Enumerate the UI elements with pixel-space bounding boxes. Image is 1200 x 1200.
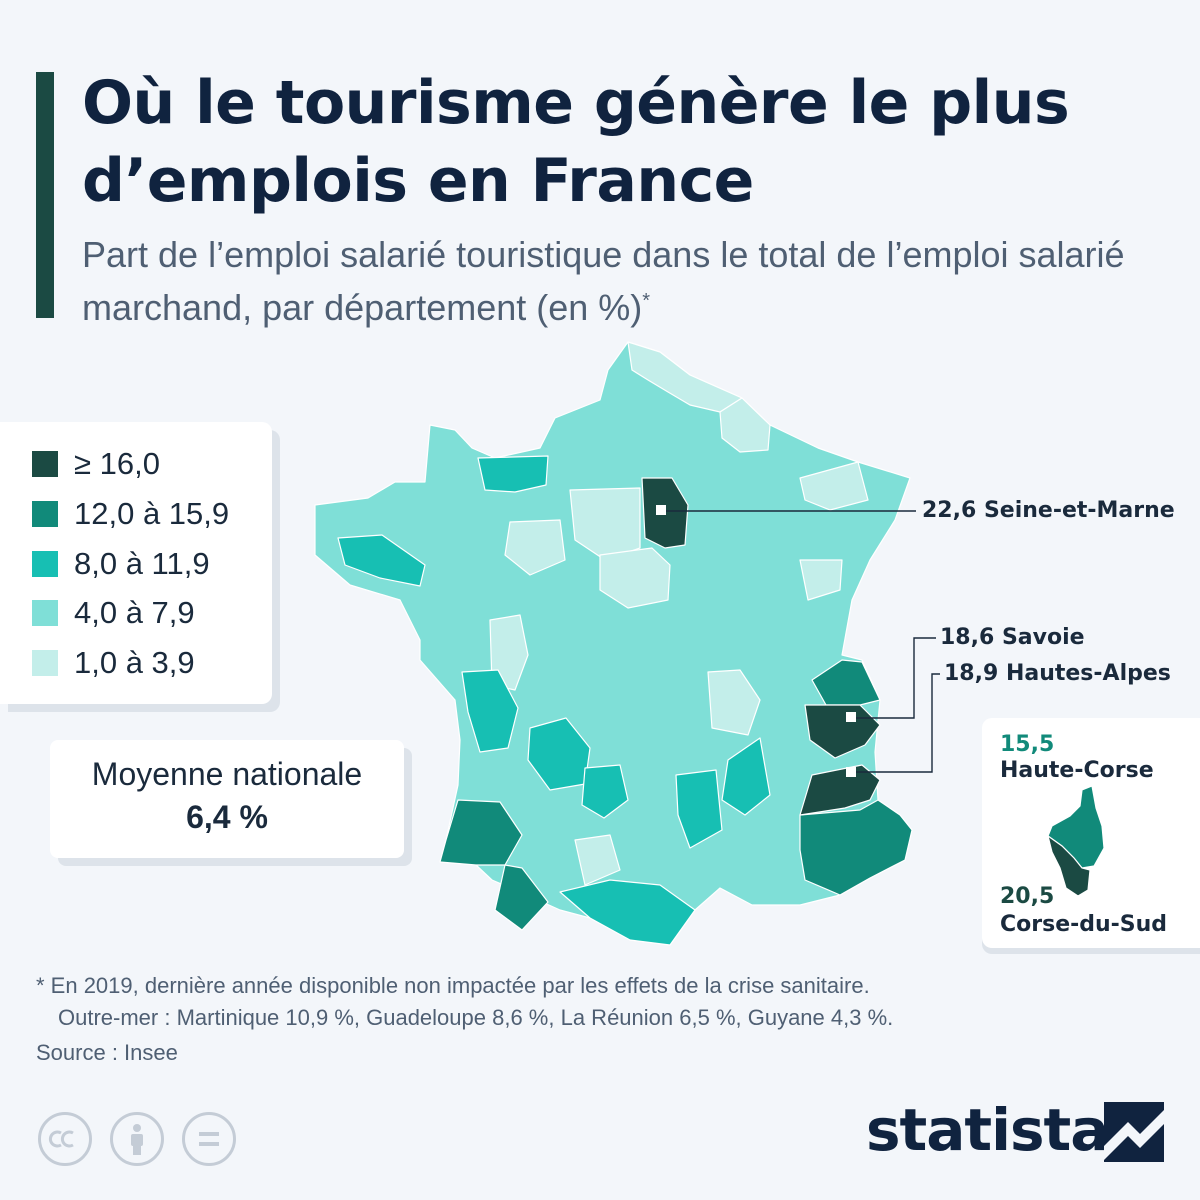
footnote-line: * En 2019, dernière année disponible non… xyxy=(36,973,870,998)
statista-logo-icon xyxy=(1104,1102,1164,1162)
dept-sarthe-area xyxy=(504,519,566,576)
marker-savoie xyxy=(846,712,856,722)
callout-hautes-alpes: 18,9 Hautes-Alpes xyxy=(944,661,1171,686)
legend-label: 8,0 à 11,9 xyxy=(74,546,210,581)
callout-value: 18,6 xyxy=(940,625,995,650)
corsica-map xyxy=(1047,785,1105,897)
callout-name: Seine-et-Marne xyxy=(983,498,1175,523)
footnote-line: Outre-mer : Martinique 10,9 %, Guadeloup… xyxy=(58,1005,894,1030)
subtitle-text: Part de l’emploi salarié touristique dan… xyxy=(82,234,1125,328)
dept-hautes-alpes xyxy=(799,764,881,816)
dept-var-area xyxy=(799,799,913,896)
dept-landes xyxy=(439,799,523,866)
dept-nord xyxy=(627,341,743,413)
corse-du-sud-name: Corse-du-Sud xyxy=(1000,912,1168,937)
callout-seine-et-marne: 22,6 Seine-et-Marne xyxy=(922,498,1175,523)
legend-label: 4,0 à 7,9 xyxy=(74,595,195,630)
dept-pyrenees-orientales-area xyxy=(559,879,696,946)
marker-seine-et-marne xyxy=(656,505,666,515)
national-average-label: Moyenne nationale xyxy=(91,756,363,792)
dept-aveyron xyxy=(675,769,723,849)
legend-label: 12,0 à 15,9 xyxy=(74,496,230,531)
dept-calvados xyxy=(477,455,549,493)
map-legend: ≥ 16,0 12,0 à 15,9 8,0 à 11,9 4,0 à 7,9 … xyxy=(0,422,272,704)
dept-ardeche xyxy=(721,737,771,816)
dept-haute-saone xyxy=(799,559,843,601)
dept-corse-du-sud xyxy=(1047,834,1091,897)
legend-label: ≥ 16,0 xyxy=(74,446,160,481)
legend-swatch xyxy=(32,451,58,477)
legend-swatch xyxy=(32,650,58,676)
legend-swatch xyxy=(32,600,58,626)
dept-tarn-garonne-area xyxy=(574,834,621,886)
cc-icon[interactable] xyxy=(38,1112,92,1166)
corse-du-sud-value: 20,5 xyxy=(1000,884,1055,909)
legend-item: 1,0 à 3,9 xyxy=(32,643,195,683)
callout-value: 18,9 xyxy=(944,661,999,686)
callout-name: Hautes-Alpes xyxy=(1005,661,1171,686)
national-average-value: 6,4 % xyxy=(186,799,268,835)
person-glyph xyxy=(131,1124,143,1155)
leader-line-hautes-alpes xyxy=(852,673,940,773)
legend-item: 4,0 à 7,9 xyxy=(32,593,195,633)
dept-pyrenees-atlantiques xyxy=(494,864,549,931)
callout-value: 22,6 xyxy=(922,498,977,523)
dept-moselle xyxy=(799,461,869,511)
haute-corse-value: 15,5 xyxy=(1000,732,1055,757)
callout-savoie: 18,6 Savoie xyxy=(940,625,1085,650)
dept-loiret xyxy=(599,547,671,609)
legend-label: 1,0 à 3,9 xyxy=(74,645,195,680)
statista-logo[interactable]: statista xyxy=(866,1092,1186,1172)
dept-lot xyxy=(581,764,629,819)
title-accent-bar xyxy=(36,72,54,318)
page-subtitle: Part de l’emploi salarié touristique dan… xyxy=(82,232,1162,331)
legend-item: ≥ 16,0 xyxy=(32,444,160,484)
national-average-box: Moyenne nationale 6,4 % xyxy=(50,740,404,858)
legend-item: 8,0 à 11,9 xyxy=(32,544,210,584)
subtitle-footnote-mark: * xyxy=(642,290,651,312)
leader-line-savoie xyxy=(852,637,936,719)
callout-name: Savoie xyxy=(1001,625,1085,650)
equals-glyph xyxy=(199,1132,219,1146)
dept-ardennes xyxy=(719,397,771,453)
statista-wordmark: statista xyxy=(866,1096,1109,1164)
dept-charente-maritime xyxy=(461,669,519,753)
dept-morbihan xyxy=(337,534,426,587)
cc-glyph xyxy=(48,1130,74,1148)
attribution-icon[interactable] xyxy=(110,1112,164,1166)
corsica-inset: 15,5 Haute-Corse 20,5 Corse-du-Sud xyxy=(982,718,1200,948)
page-title: Où le tourisme génère le plus d’emplois … xyxy=(82,68,1070,216)
marker-hautes-alpes xyxy=(846,767,856,777)
dept-loire xyxy=(707,669,761,736)
no-derivatives-icon[interactable] xyxy=(182,1112,236,1166)
source-text: Source : Insee xyxy=(36,1040,178,1065)
legend-swatch xyxy=(32,501,58,527)
legend-item: 12,0 à 15,9 xyxy=(32,494,229,534)
footnote: * En 2019, dernière année disponible non… xyxy=(36,970,1156,1034)
haute-corse-name: Haute-Corse xyxy=(1000,758,1154,783)
legend-swatch xyxy=(32,551,58,577)
